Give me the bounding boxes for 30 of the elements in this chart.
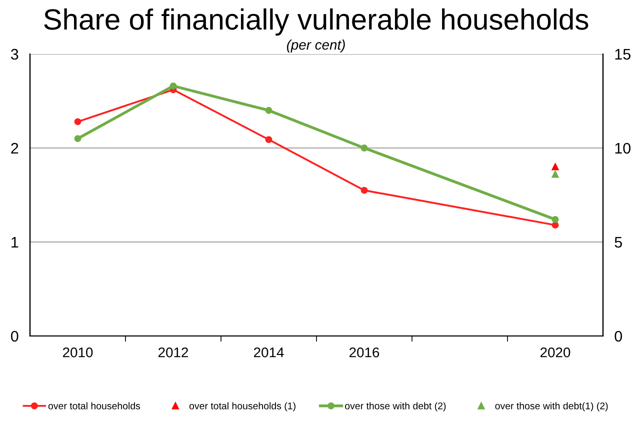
y-tick-label: 1 (12, 237, 18, 248)
legend-label: over total households (1) (189, 402, 296, 412)
legend-label: over total households (48, 402, 140, 410)
point (74, 135, 82, 142)
y-tick-label: 3 (10, 48, 18, 60)
chart-subtitle: (per cent) (286, 40, 345, 52)
x-tick-label: 2020 (540, 347, 570, 358)
y2-tick-label: 15 (615, 49, 630, 60)
point (265, 106, 272, 114)
x-tick-label: 2014 (254, 347, 284, 358)
point (360, 144, 368, 152)
x-tick-label: 2012 (158, 347, 188, 358)
x-tick-label: 2010 (63, 347, 93, 358)
chart-title: Share of financially vulnerable households (44, 8, 588, 36)
x-tick-label: 2016 (350, 347, 380, 358)
point (265, 136, 272, 144)
point (552, 222, 559, 229)
point (74, 118, 82, 126)
point (552, 216, 559, 223)
y-tick-label: 2 (11, 142, 18, 154)
point (360, 186, 368, 194)
y2-tick-label: 5 (614, 237, 622, 248)
y-tick-label: 0 (10, 330, 18, 342)
legend-label: over those with debt(1) (2) (495, 402, 608, 412)
y2-tick-label: 10 (615, 142, 631, 154)
legend-label: over those with debt (2) (345, 402, 446, 412)
point (552, 170, 559, 178)
y2-tick-label: 0 (614, 330, 622, 342)
point (552, 163, 559, 170)
point (170, 82, 177, 90)
